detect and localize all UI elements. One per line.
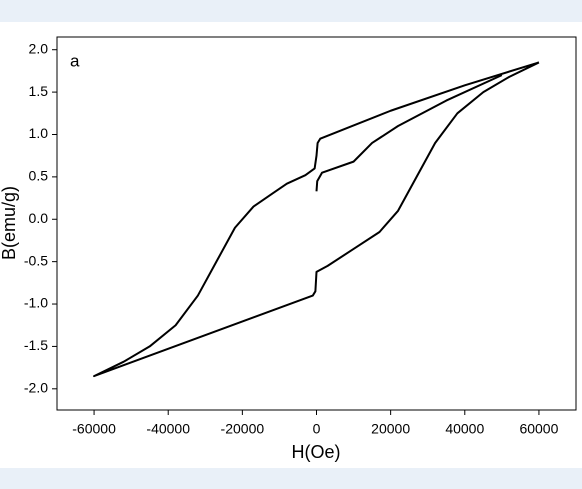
y-tick-label: 0.0 (29, 210, 49, 226)
annotation: a (70, 51, 80, 70)
y-tick-label: -2.0 (24, 380, 48, 396)
y-tick-label: 0.5 (29, 168, 49, 184)
y-axis-label: B(emu/g) (0, 186, 19, 260)
y-tick-label: 2.0 (29, 40, 49, 56)
y-tick-label: -0.5 (24, 252, 48, 268)
x-tick-label: 20000 (371, 421, 410, 437)
x-tick-label: -20000 (221, 421, 265, 437)
y-tick-label: -1.0 (24, 295, 48, 311)
y-tick-label: 1.5 (29, 83, 49, 99)
x-tick-label: 0 (313, 421, 321, 437)
y-tick-label: 1.0 (29, 125, 49, 141)
x-tick-label: 60000 (519, 421, 558, 437)
plot-background (0, 22, 582, 468)
x-tick-label: -60000 (72, 421, 116, 437)
x-tick-label: 40000 (445, 421, 484, 437)
x-axis-label: H(Oe) (292, 442, 341, 462)
hysteresis-curve (315, 74, 503, 192)
x-tick-label: -40000 (146, 421, 190, 437)
hysteresis-curve (93, 61, 540, 378)
y-tick-label: -1.5 (24, 337, 48, 353)
